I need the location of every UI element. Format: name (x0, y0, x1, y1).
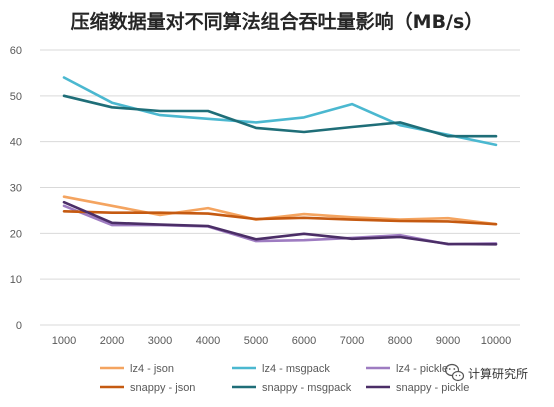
legend-item: lz4 - msgpack (232, 363, 330, 375)
x-tick-label: 10000 (481, 335, 512, 347)
x-tick-label: 1000 (52, 335, 76, 347)
legend-item: lz4 - pickle (366, 363, 448, 375)
x-tick-label: 8000 (388, 335, 412, 347)
legend-item: snappy - json (100, 382, 195, 394)
series-line-lz4-msgpack (62, 76, 498, 147)
y-tick-label: 60 (10, 45, 22, 57)
x-tick-label: 9000 (436, 335, 460, 347)
legend-label: lz4 - msgpack (262, 363, 330, 375)
series-line-snappy-msgpack (62, 94, 498, 138)
y-tick-label: 50 (10, 91, 22, 103)
legend-label: lz4 - json (130, 363, 174, 375)
y-tick-label: 0 (16, 320, 22, 332)
legend: lz4 - json lz4 - msgpack lz4 - pickle snapp… (100, 363, 469, 394)
x-tick-label: 3000 (148, 335, 172, 347)
series-line-snappy-json (62, 210, 498, 226)
series-lines (62, 76, 498, 246)
legend-item: lz4 - json (100, 363, 174, 375)
chart-title: 压缩数据量对不同算法组合吞吐量影响（MB/s） (71, 10, 484, 33)
legend-label: snappy - pickle (396, 382, 469, 394)
y-tick-label: 30 (10, 183, 22, 195)
legend-item: snappy - msgpack (232, 382, 352, 394)
grid (40, 49, 520, 326)
x-tick-label: 6000 (292, 335, 316, 347)
watermark-text: 计算研究所 (468, 366, 528, 381)
x-tick-label: 5000 (244, 335, 268, 347)
wechat-icon (444, 363, 465, 382)
x-tick-label: 7000 (340, 335, 364, 347)
legend-label: lz4 - pickle (396, 363, 448, 375)
legend-item: snappy - pickle (366, 382, 469, 394)
y-tick-label: 40 (10, 137, 22, 149)
legend-label: snappy - msgpack (262, 382, 352, 394)
legend-label: snappy - json (130, 382, 195, 394)
series-line-snappy-pickle (62, 200, 498, 246)
x-tick-label: 4000 (196, 335, 220, 347)
y-tick-label: 10 (10, 274, 22, 286)
x-tick-label: 2000 (100, 335, 124, 347)
series-line-lz4-json (62, 195, 498, 226)
y-axis: 0 10 20 30 40 50 60 (10, 45, 22, 332)
watermark: 计算研究所 (444, 363, 528, 382)
x-axis: 1000 2000 3000 4000 5000 6000 7000 8000 9000 1000… (52, 335, 512, 347)
y-tick-label: 20 (10, 228, 22, 240)
